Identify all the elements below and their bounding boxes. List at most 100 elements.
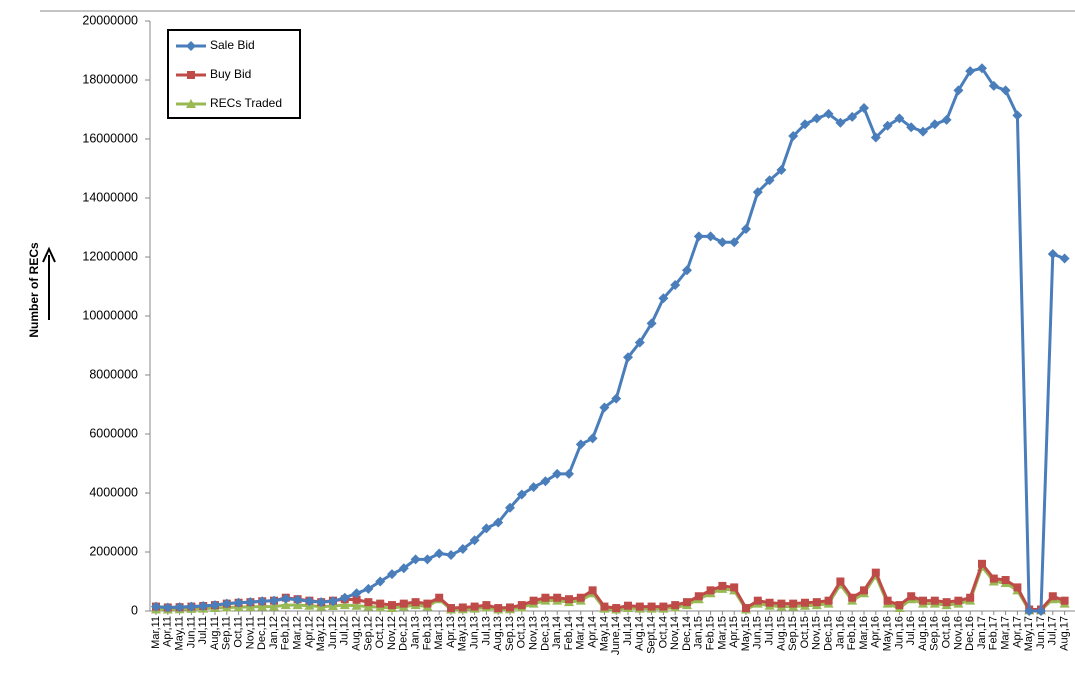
point [245,597,256,608]
point [1024,606,1035,616]
point [388,601,396,610]
series-line [155,66,1066,613]
point [776,164,787,175]
point [848,593,857,602]
point [505,502,515,513]
x-tick-label: May,11 [174,616,186,650]
point [883,596,892,605]
x-tick-label: Jul,13 [480,616,492,645]
y-tick-label: 0 [131,603,138,617]
point [752,187,763,198]
point [764,175,775,186]
point [257,596,268,607]
point [328,596,338,607]
point [506,603,514,612]
x-tick-label: Oct,15 [799,616,811,648]
point [588,586,597,595]
point [718,581,727,590]
point [871,568,880,577]
x-tick-label: May,12 [315,616,327,651]
point [540,476,551,487]
point [351,588,362,599]
point [1060,596,1069,605]
point [847,111,858,122]
y-tick-label: 12000000 [82,249,138,263]
point [280,600,291,610]
x-tick-label: June,14 [610,616,622,655]
y-tick-label: 4000000 [89,485,138,499]
x-tick-label: May,14 [598,616,610,651]
point [422,554,433,565]
point [753,596,762,605]
x-tick-label: Jun,15 [752,616,764,649]
point [930,596,939,605]
point [646,318,657,329]
point [812,598,821,607]
point [741,223,751,234]
point [304,596,315,607]
point [575,439,586,450]
point [339,592,350,603]
point [447,604,455,613]
point [918,126,928,137]
x-tick-label: Dec,15 [823,616,835,651]
point [1001,576,1010,585]
point [941,114,952,125]
point [376,599,385,608]
x-tick-label: Apr,16 [870,616,882,648]
x-tick-label: Apr,11 [162,616,174,647]
point [824,596,833,605]
series-line [156,563,1066,612]
x-tick-label: Jun,16 [893,616,905,649]
x-tick-label: Oct,13 [516,616,528,648]
x-tick-label: Aug,13 [492,616,504,651]
point [611,393,622,404]
x-tick-label: May,15 [740,616,752,651]
point [565,595,573,604]
point [870,132,881,143]
x-tick-label: Sep,13 [504,616,516,651]
point [470,602,479,611]
y-axis-label: Number of RECs [27,242,41,338]
x-tick-label: Jul,12 [339,616,351,645]
x-tick-label: Sep,16 [929,616,941,651]
x-tick-label: Sept,14 [646,616,658,654]
x-tick-label: Feb,16 [846,616,858,650]
point [635,602,644,611]
y-tick-label: 10000000 [82,308,138,322]
x-tick-label: Apr,12 [303,616,315,648]
legend-marker [187,71,195,79]
x-tick-label: Jun,11 [185,616,197,648]
point [1059,253,1070,264]
point [387,569,397,580]
point [541,593,550,602]
x-tick-label: Jul,14 [622,616,634,645]
point [292,594,303,605]
x-tick-label: Jun,12 [327,616,339,649]
y-tick-label: 14000000 [82,190,138,204]
point [457,544,468,555]
x-tick-label: Oct,14 [657,616,669,648]
point [469,535,480,546]
point [269,595,279,606]
x-tick-label: Jan,13 [410,616,422,649]
x-tick-label: Jan,16 [834,616,846,649]
x-tick-label: Nov,16 [952,616,964,650]
point [151,601,161,612]
point [658,293,669,304]
point [162,602,173,613]
point [1012,110,1023,121]
point [777,599,786,608]
x-tick-label: Dec,14 [681,616,693,651]
x-tick-label: Nov,13 [528,616,540,650]
point [363,583,374,594]
point [1036,606,1046,616]
x-tick-label: Mar,16 [858,616,870,650]
y-tick-label: 18000000 [82,72,138,86]
point [576,593,585,602]
point [398,563,409,574]
x-tick-label: Jul,15 [764,616,776,645]
point [988,80,999,91]
point [435,593,444,602]
x-tick-label: May,16 [882,616,894,651]
